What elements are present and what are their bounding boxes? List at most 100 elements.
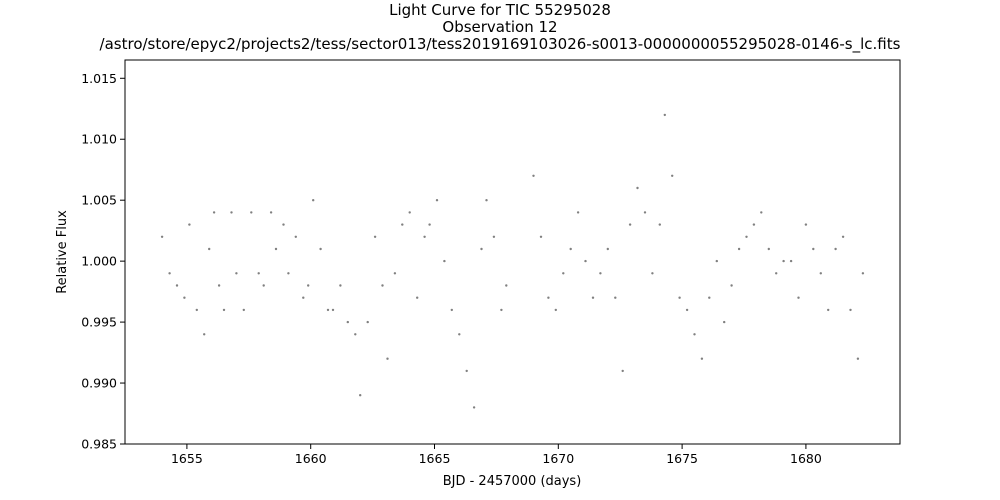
- x-tick-label: 1655: [171, 451, 203, 466]
- data-point: [393, 272, 397, 275]
- plot-frame: [124, 59, 901, 445]
- data-point: [767, 247, 770, 251]
- data-point: [715, 259, 718, 263]
- data-point: [671, 174, 674, 177]
- data-point: [804, 223, 808, 226]
- y-tick-label: 1.000: [81, 254, 117, 269]
- data-point: [175, 284, 179, 287]
- data-point: [723, 320, 726, 324]
- data-point: [685, 308, 689, 312]
- data-point: [797, 296, 800, 299]
- data-point: [569, 247, 572, 251]
- data-point: [294, 235, 297, 238]
- data-point: [212, 211, 216, 214]
- data-point: [274, 247, 278, 251]
- data-point: [408, 211, 411, 214]
- y-tick-label: 0.995: [81, 315, 117, 330]
- data-point: [492, 235, 496, 238]
- data-point: [651, 272, 654, 275]
- data-point: [485, 199, 488, 202]
- chart-subtitle: Observation 12: [442, 18, 558, 36]
- data-point: [250, 211, 253, 214]
- data-point: [532, 174, 535, 177]
- data-point: [663, 113, 666, 117]
- chart-title: Light Curve for TIC 55295028: [389, 1, 611, 19]
- y-axis-label: Relative Flux: [55, 210, 70, 294]
- data-point: [386, 357, 389, 360]
- data-point: [269, 211, 273, 214]
- data-point: [208, 247, 211, 251]
- data-point: [480, 247, 483, 251]
- data-point: [693, 333, 696, 336]
- data-point: [230, 211, 233, 214]
- data-point: [302, 296, 305, 299]
- data-point: [160, 235, 164, 238]
- data-point: [782, 259, 785, 263]
- x-tick-label: 1665: [419, 451, 451, 466]
- data-point: [307, 284, 310, 287]
- x-tick-label: 1675: [666, 451, 698, 466]
- data-point: [628, 223, 632, 226]
- data-point: [554, 308, 557, 312]
- data-point: [183, 296, 186, 299]
- data-point: [435, 199, 439, 202]
- data-point: [819, 272, 822, 275]
- data-point: [203, 333, 206, 336]
- data-point: [217, 284, 221, 287]
- data-point: [562, 272, 565, 275]
- data-point: [730, 284, 733, 287]
- data-point: [760, 211, 763, 214]
- data-point: [584, 259, 587, 263]
- data-point: [775, 272, 778, 275]
- y-tick-label: 0.985: [81, 437, 117, 452]
- data-point: [700, 357, 704, 360]
- data-point: [465, 369, 468, 373]
- data-point: [547, 296, 550, 299]
- chart-title-block: Light Curve for TIC 55295028 Observation…: [0, 2, 1000, 53]
- data-point: [366, 320, 369, 324]
- data-point: [242, 308, 245, 312]
- chart-filename: /astro/store/epyc2/projects2/tess/sector…: [99, 35, 901, 53]
- data-point: [708, 296, 711, 299]
- data-point: [745, 235, 748, 238]
- data-point: [331, 308, 335, 312]
- x-tick-label: 1680: [790, 451, 822, 466]
- data-point: [752, 223, 756, 226]
- data-point: [339, 284, 342, 287]
- data-point: [606, 247, 609, 251]
- x-tick-label: 1660: [295, 451, 327, 466]
- y-tick-label: 1.005: [81, 193, 117, 208]
- data-point: [381, 284, 384, 287]
- y-tick-label: 1.010: [81, 132, 117, 147]
- data-point: [287, 272, 290, 275]
- data-point: [678, 296, 681, 299]
- data-point: [861, 272, 865, 275]
- data-point: [599, 272, 602, 275]
- data-point: [354, 333, 357, 336]
- data-point: [834, 247, 837, 251]
- y-tick-label: 0.990: [81, 376, 117, 391]
- data-point: [257, 272, 260, 275]
- x-tick-label: 1670: [542, 451, 574, 466]
- data-point: [621, 369, 624, 373]
- data-point: [500, 308, 503, 312]
- data-point: [472, 406, 476, 409]
- data-point: [195, 308, 198, 312]
- data-point: [827, 308, 830, 312]
- data-point: [282, 223, 285, 226]
- y-axis: 0.985 0.990 0.995 1.000 1.005 1.010 1.015: [81, 71, 125, 452]
- data-point: [346, 320, 349, 324]
- data-point: [168, 272, 171, 275]
- data-point: [326, 308, 330, 312]
- data-point: [591, 296, 595, 299]
- data-point: [505, 284, 508, 287]
- data-point: [443, 259, 446, 263]
- data-point: [643, 211, 647, 214]
- data-point: [262, 284, 265, 287]
- data-point: [856, 357, 860, 360]
- data-points-layer: [160, 113, 865, 409]
- data-point: [849, 308, 852, 312]
- data-point: [789, 259, 793, 263]
- data-point: [841, 235, 845, 238]
